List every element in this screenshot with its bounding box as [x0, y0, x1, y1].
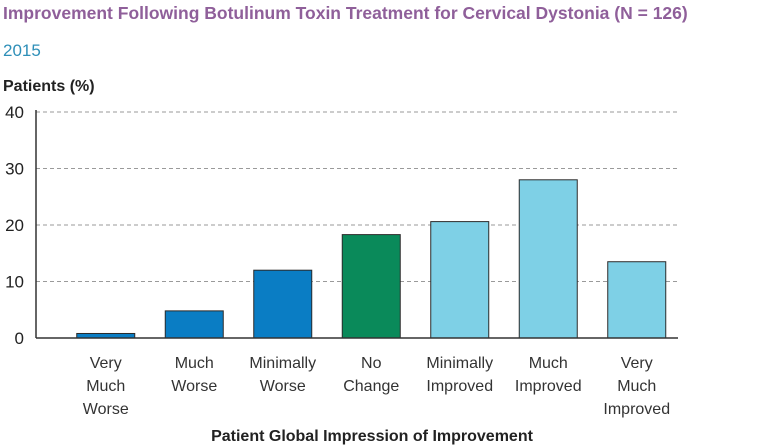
x-tick-label: Much Worse [171, 355, 217, 395]
y-tick-label: 0 [15, 329, 24, 348]
chart-subtitle: 2015 [3, 41, 41, 60]
x-axis-label: Patient Global Impression of Improvement [211, 428, 534, 445]
x-tick-label: Much Improved [515, 355, 582, 395]
y-tick-label: 30 [5, 160, 24, 179]
bar [430, 221, 490, 339]
bar [253, 269, 313, 339]
x-tick-label: Very Much Worse [83, 355, 129, 418]
chart-title: Improvement Following Botulinum Toxin Tr… [3, 3, 688, 23]
y-tick-label: 20 [5, 216, 24, 235]
bar [164, 310, 224, 339]
y-axis-label: Patients (%) [3, 78, 95, 95]
x-tick-label: Minimally Worse [249, 355, 316, 395]
bar [518, 179, 578, 339]
x-tick-label: Minimally Improved [426, 355, 493, 395]
bar [341, 234, 401, 339]
bar [607, 261, 667, 339]
x-tick-label: Very Much Improved [603, 355, 670, 418]
y-tick-label: 40 [5, 103, 24, 122]
x-tick-label: No Change [343, 355, 399, 395]
y-tick-label: 10 [5, 273, 24, 292]
